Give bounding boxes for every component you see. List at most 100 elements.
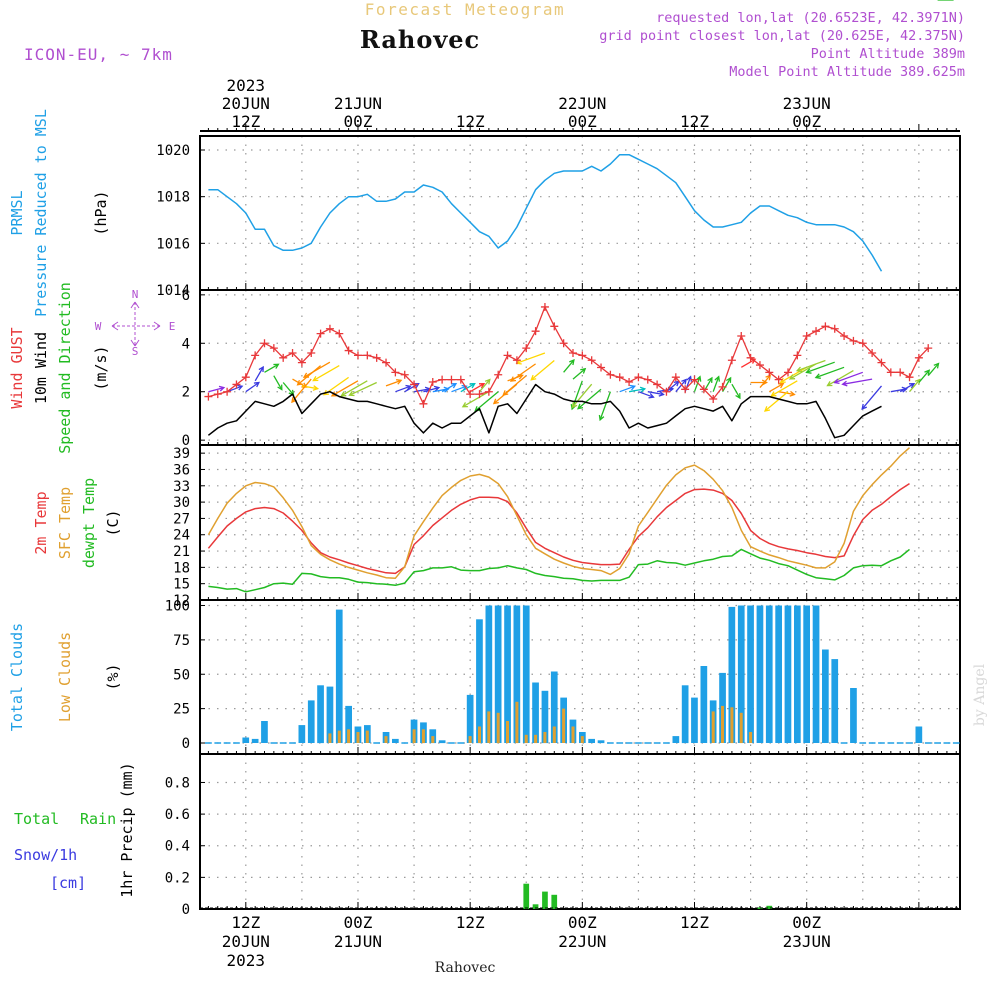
wind-vector-head: [789, 390, 796, 397]
wind-vector: [273, 375, 283, 390]
wind-gust-marker: [335, 329, 344, 338]
wind-vector: [722, 377, 732, 393]
total-cloud-bar: [812, 605, 820, 743]
wind-vector-head: [312, 385, 320, 391]
precip-ytick-label: 0.2: [165, 870, 190, 886]
wind-vector-head: [598, 414, 605, 422]
model-label: ICON-EU, ~ 7km: [24, 45, 173, 64]
wind-vector: [628, 388, 645, 393]
wind-vector-head: [502, 390, 509, 396]
wind-vector: [423, 386, 440, 393]
wind-vector-head: [914, 378, 921, 385]
precip-label-snow: Snow/1h: [14, 846, 77, 864]
wind-gust-marker: [260, 339, 269, 348]
rain-bar: [757, 907, 763, 909]
wind-vector: [441, 383, 457, 393]
wind-ytick-label: 6: [182, 288, 190, 304]
wind-gust-marker: [765, 368, 774, 377]
wind-gust-marker: [232, 380, 241, 389]
wind-vector-head: [658, 390, 665, 397]
wind-gust-marker: [279, 353, 288, 362]
wind-vector: [577, 388, 602, 410]
wind-gust-marker: [774, 375, 783, 384]
pressure-series-prmsl: [208, 153, 883, 272]
bottom-axis-label: 23JUN: [783, 932, 831, 951]
wind-gust-marker: [653, 380, 662, 389]
wind-vector: [563, 359, 575, 373]
wind-vector-head: [277, 384, 283, 391]
wind-vector: [796, 359, 826, 372]
wind-gust-marker: [690, 375, 699, 384]
footer-station: Rahovec: [435, 960, 496, 976]
wind-vector-head: [714, 375, 721, 382]
wind-gust-marker: [550, 322, 559, 331]
total-cloud-bar: [532, 682, 539, 743]
clouds-ytick-label: 75: [173, 633, 190, 649]
wind-gust-markers: [204, 303, 933, 408]
wind-gust-marker: [924, 344, 933, 353]
precip-unit-label: 1hr Precip (mm): [118, 762, 136, 897]
wind-vector: [530, 360, 555, 381]
temperature-ytick-label: 15: [173, 577, 190, 593]
wind-vector-head: [273, 363, 280, 369]
total-cloud-bar: [550, 671, 558, 743]
wind-vector: [619, 385, 636, 393]
wind-vector: [282, 382, 294, 396]
wind-vector: [789, 363, 817, 380]
total-cloud-bar: [476, 619, 483, 744]
top-axis-label: 21JUN: [334, 94, 382, 113]
wind-vector-head: [765, 374, 772, 381]
wind-vector: [861, 385, 882, 410]
wind-vector-head: [580, 367, 587, 374]
top-axis-label: 00Z: [344, 112, 373, 131]
total-cloud-bar: [504, 605, 511, 743]
wind-gust-marker: [634, 373, 643, 382]
wind-vector: [572, 368, 586, 380]
total-cloud-bar: [345, 705, 352, 743]
wind-vector: [666, 380, 680, 393]
wind-gust-marker: [905, 373, 914, 382]
clouds-ytick-label: 0: [182, 736, 190, 752]
temperature-series-sfc-temp: [207, 447, 910, 579]
wind-vector-head: [405, 384, 412, 391]
clouds-ytick-label: 100: [165, 599, 190, 615]
low-cloud-bar: [739, 712, 743, 744]
wind-vector: [571, 383, 593, 408]
wind-gust-marker: [615, 373, 624, 382]
wind-series-wind-gust: [208, 306, 929, 405]
low-cloud-bar: [506, 721, 509, 743]
bottom-axis-label: 12Z: [231, 913, 260, 932]
total-cloud-bar: [307, 700, 315, 743]
wind-vector: [638, 391, 654, 398]
total-cloud-bar: [513, 605, 521, 743]
product-title: Forecast Meteogram: [365, 0, 565, 19]
wind-gust-marker: [410, 380, 419, 389]
wind-vector: [479, 379, 491, 393]
pressure-label-msl: Pressure Reduced to MSL: [32, 109, 50, 317]
total-cloud-bar: [392, 738, 399, 743]
wind-gust-marker: [438, 375, 447, 384]
top-axis-label: 12Z: [456, 112, 485, 131]
wind-gust-marker: [877, 358, 886, 367]
compass-east: E: [169, 320, 176, 333]
total-cloud-bar: [672, 736, 680, 743]
wind-vector: [827, 370, 854, 387]
wind-gust-marker: [269, 344, 278, 353]
total-cloud-bar: [466, 694, 474, 743]
pressure-panel: 1014 1016 1018 1020: [156, 135, 961, 299]
wind-vector-head: [778, 383, 785, 389]
wind-vector: [474, 391, 499, 412]
total-cloud-bar: [242, 737, 250, 743]
wind-gust-marker: [896, 368, 905, 377]
wind-unit-label: (m/s): [92, 345, 110, 390]
bottom-axis-label: 00Z: [568, 913, 597, 932]
wind-vector-head: [861, 403, 868, 410]
wind-vector: [815, 366, 845, 379]
wind-vector: [385, 379, 402, 387]
wind-vector: [675, 379, 687, 393]
wind-gust-marker: [868, 348, 877, 357]
temperature-ytick-label: 33: [173, 479, 190, 495]
top-axis-label: 12Z: [680, 112, 709, 131]
wind-vector-head: [695, 375, 702, 382]
wind-gust-marker: [587, 356, 596, 365]
